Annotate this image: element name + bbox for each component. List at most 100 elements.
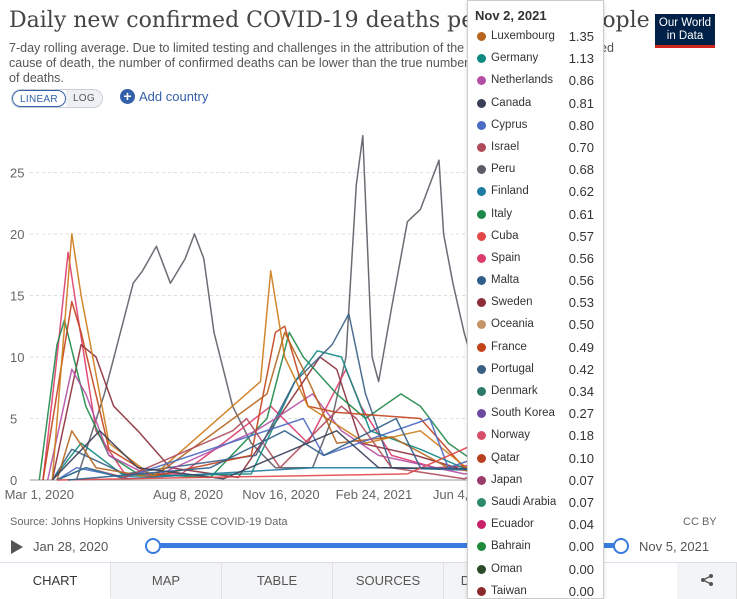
- country-name: Taiwan: [491, 584, 527, 597]
- country-name: Cyprus: [491, 118, 528, 131]
- share-button[interactable]: [677, 563, 737, 599]
- x-tick-label: Aug 8, 2020: [153, 487, 223, 502]
- tooltip-date: Nov 2, 2021: [475, 8, 547, 23]
- country-value: 0.56: [568, 250, 594, 266]
- x-tick-label: Jun 4, 2021: [433, 487, 470, 502]
- series-color-dot: [477, 564, 486, 574]
- tooltip-row: Japan 0.07: [468, 471, 603, 493]
- line-chart[interactable]: 0 5 10 15 20 25 Mar 1, 2020 Aug 8, 2020 Nov 16, …: [0, 118, 470, 513]
- source-note[interactable]: Source: Johns Hopkins University CSSE CO…: [10, 516, 288, 528]
- country-name: Oman: [491, 562, 523, 575]
- country-value: 1.35: [568, 29, 594, 44]
- tooltip-row: Norway 0.18: [468, 426, 603, 448]
- tooltip-row: Denmark 0.34: [468, 382, 603, 404]
- chart-subtitle: 7-day rolling average. Due to limited te…: [9, 41, 469, 85]
- country-name: Oceania: [491, 318, 534, 331]
- series-line: [51, 313, 470, 481]
- tooltip-row: Malta 0.56: [468, 271, 603, 293]
- series-color-dot: [477, 342, 486, 352]
- series-color-dot: [477, 453, 486, 463]
- country-value: 0.10: [568, 450, 594, 466]
- country-value: 0.81: [568, 95, 594, 111]
- logo-line-1: Our World: [658, 17, 712, 29]
- series-color-dot: [477, 142, 486, 152]
- tooltip-row: Portugal 0.42: [468, 360, 603, 382]
- tooltip-row: Oceania 0.50: [468, 315, 603, 337]
- series-color-dot: [477, 165, 486, 175]
- country-value: 0.34: [568, 384, 594, 399]
- logo-line-2: in Data: [666, 30, 704, 42]
- tooltip-row: Bahrain 0.00: [468, 537, 603, 559]
- add-country-button[interactable]: + Add country: [120, 89, 208, 104]
- country-value: 0.18: [568, 428, 594, 444]
- series-color-dot: [477, 253, 486, 263]
- tooltip-row: Oman 0.00: [468, 560, 603, 582]
- timeline: Jan 28, 2020 Nov 5, 2021: [0, 534, 737, 558]
- tooltip-row: Taiwan 0.00: [468, 582, 603, 599]
- tooltip-row: Ecuador 0.04: [468, 515, 603, 537]
- tooltip-row: Israel 0.70: [468, 138, 603, 160]
- series-line: [68, 417, 470, 481]
- tab-table[interactable]: TABLE: [222, 563, 333, 599]
- license-link[interactable]: CC BY: [683, 516, 717, 528]
- tooltip-row: Luxembourg 1.35: [468, 27, 603, 49]
- series-color-dot: [477, 542, 486, 552]
- country-name: Japan: [491, 473, 523, 486]
- country-name: Italy: [491, 207, 513, 220]
- country-name: Denmark: [491, 385, 538, 397]
- tooltip-row: Finland 0.62: [468, 182, 603, 204]
- series-line: [51, 430, 470, 481]
- country-name: Israel: [491, 140, 520, 153]
- tab-map[interactable]: MAP: [111, 563, 222, 599]
- share-icon: [700, 574, 713, 586]
- country-name: Peru: [491, 163, 516, 176]
- linear-scale-button[interactable]: LINEAR: [12, 90, 66, 107]
- country-name: Germany: [491, 52, 539, 65]
- tab-sources[interactable]: SOURCES: [333, 563, 444, 599]
- y-tick-label: 20: [10, 227, 24, 242]
- series-color-dot: [477, 409, 486, 419]
- country-name: Qatar: [491, 451, 520, 464]
- country-value: 1.13: [568, 51, 594, 67]
- series-color-dot: [477, 387, 486, 396]
- tooltip-row: Cuba 0.57: [468, 227, 603, 249]
- country-value: 0.07: [568, 472, 594, 488]
- tooltip-row: Qatar 0.10: [468, 449, 603, 471]
- tooltip-row: Netherlands 0.86: [468, 71, 603, 93]
- timeline-track[interactable]: [153, 543, 621, 548]
- series-line: [75, 134, 470, 481]
- timeline-start-handle[interactable]: [145, 538, 161, 554]
- country-name: Portugal: [491, 362, 534, 375]
- y-tick-label: 25: [10, 166, 24, 181]
- tooltip-row: South Korea 0.27: [468, 404, 603, 426]
- country-value: 0.27: [568, 406, 594, 422]
- country-name: Canada: [491, 96, 532, 109]
- country-value: 0.00: [568, 561, 594, 577]
- log-scale-button[interactable]: LOG: [65, 90, 102, 107]
- series-color-dot: [477, 54, 486, 64]
- add-country-label: Add country: [139, 89, 209, 104]
- country-value: 0.56: [568, 273, 594, 289]
- country-value: 0.70: [568, 139, 594, 155]
- series-line: [51, 233, 470, 481]
- tooltip-row: Cyprus 0.80: [468, 116, 603, 138]
- country-value: 0.00: [568, 583, 594, 599]
- timeline-end-handle[interactable]: [613, 538, 629, 554]
- series-color-dot: [477, 231, 486, 241]
- tab-chart[interactable]: CHART: [0, 563, 111, 599]
- play-icon[interactable]: [11, 540, 23, 554]
- hover-tooltip: Nov 2, 2021 Luxembourg 1.35 Germany 1.13 Net…: [467, 0, 604, 599]
- series-color-dot: [477, 298, 486, 308]
- x-tick-label: Mar 1, 2020: [5, 487, 74, 502]
- owid-logo[interactable]: Our World in Data: [655, 14, 715, 48]
- country-value: 0.68: [568, 162, 594, 178]
- country-name: Saudi Arabia: [491, 495, 557, 508]
- series-line: [42, 251, 470, 481]
- country-name: Norway: [491, 429, 530, 442]
- tooltip-row: Spain 0.56: [468, 249, 603, 271]
- series-color-dot: [477, 76, 486, 86]
- country-value: 0.80: [568, 117, 594, 133]
- tooltip-row: Sweden 0.53: [468, 293, 603, 315]
- series-color-dot: [477, 497, 486, 507]
- country-value: 0.07: [568, 494, 594, 510]
